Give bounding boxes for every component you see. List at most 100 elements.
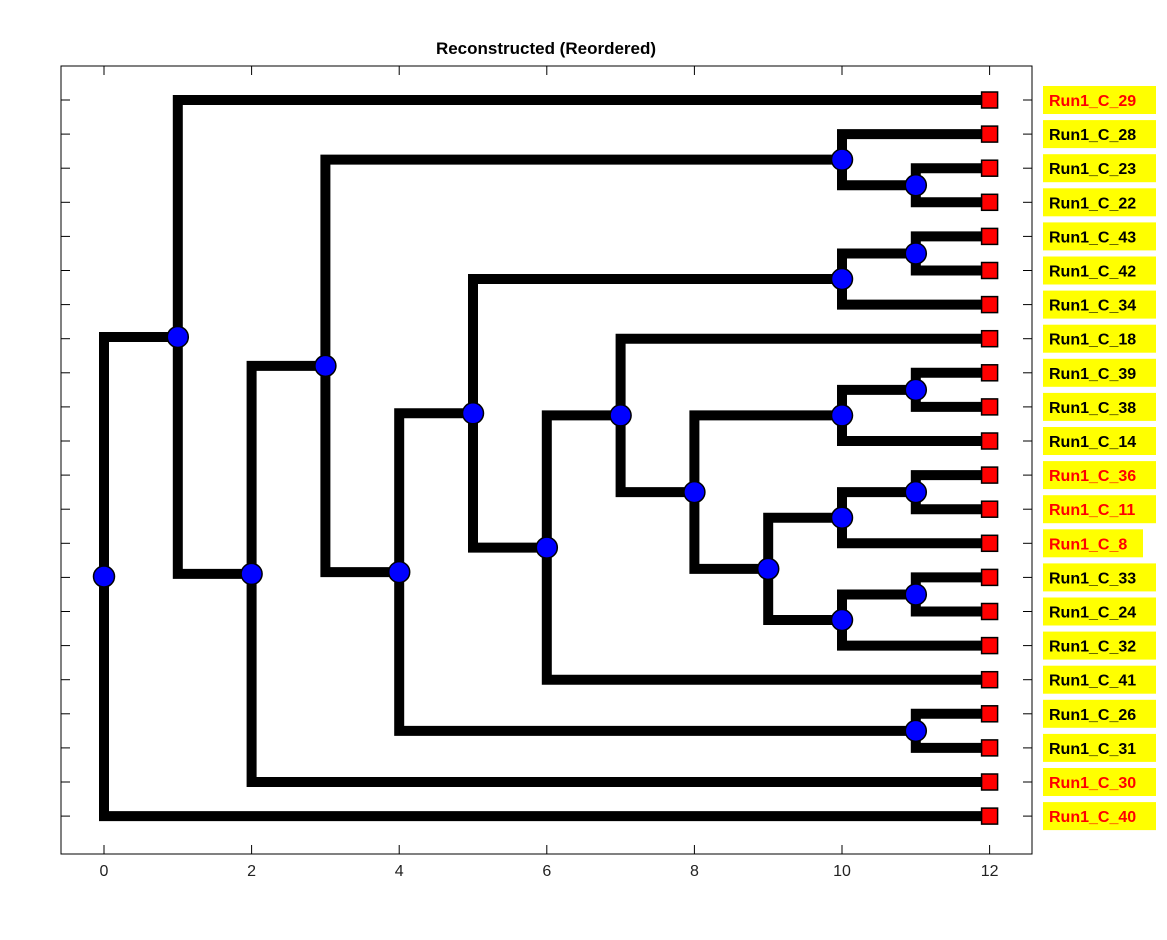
branch-edge bbox=[910, 572, 990, 595]
leaf-label: Run1_C_34 bbox=[1049, 298, 1136, 315]
leaf-marker bbox=[980, 500, 999, 518]
branch-edge bbox=[910, 185, 990, 208]
leaf-marker bbox=[980, 670, 999, 689]
branch-edge bbox=[837, 620, 990, 651]
branch-edge bbox=[910, 708, 990, 731]
leaf-label-bg bbox=[1043, 188, 1156, 217]
leaf-label: Run1_C_33 bbox=[1049, 570, 1136, 587]
branch-edge bbox=[246, 573, 990, 787]
branch-edge bbox=[910, 367, 990, 390]
x-tick-label: 4 bbox=[395, 863, 404, 880]
leaf-label: Run1_C_18 bbox=[1049, 332, 1136, 349]
leaf-marker bbox=[980, 568, 999, 587]
leaf-marker bbox=[980, 91, 999, 109]
leaf-marker bbox=[980, 534, 999, 553]
branch-edge bbox=[99, 576, 990, 822]
leaf-marker bbox=[980, 364, 999, 382]
internal-node bbox=[535, 536, 559, 559]
leaf-label-bg bbox=[1043, 802, 1156, 831]
leaf-marker bbox=[980, 636, 999, 655]
leaf-marker bbox=[980, 705, 999, 723]
internal-node bbox=[904, 174, 928, 197]
leaf-marker bbox=[980, 466, 999, 484]
branch-edge bbox=[910, 389, 990, 412]
branch-edge bbox=[172, 95, 990, 337]
branch-edge bbox=[615, 333, 990, 416]
leaf-marker bbox=[980, 398, 999, 416]
leaf-label-bg bbox=[1043, 699, 1156, 728]
leaf-label: Run1_C_42 bbox=[1049, 264, 1136, 281]
branch-edge bbox=[910, 594, 990, 617]
leaf-labels: Run1_C_29 Run1_C_28 Run1_C_23 Run1_C_22 Run1… bbox=[1043, 86, 1156, 831]
leaf-label: Run1_C_39 bbox=[1049, 366, 1136, 383]
x-tick-label: 0 bbox=[100, 863, 109, 880]
internal-node bbox=[904, 242, 928, 265]
leaf-label-bg bbox=[1043, 495, 1156, 524]
branch-edge bbox=[615, 415, 695, 498]
branch-edge bbox=[910, 492, 990, 515]
branch-edge bbox=[910, 163, 990, 186]
internal-node bbox=[461, 402, 485, 425]
branch-edge bbox=[320, 365, 400, 578]
leaf-marker bbox=[980, 602, 999, 621]
branch-edge bbox=[689, 410, 842, 493]
leaf-label-bg bbox=[1043, 631, 1156, 660]
leaf-label-bg bbox=[1043, 154, 1156, 183]
leaf-marker bbox=[980, 807, 999, 825]
internal-node bbox=[683, 480, 706, 504]
x-tick-label: 10 bbox=[833, 863, 851, 880]
leaf-label-bg bbox=[1043, 733, 1156, 762]
branch-edge bbox=[468, 413, 547, 553]
branch-edge bbox=[689, 492, 769, 574]
leaf-label: Run1_C_36 bbox=[1049, 468, 1136, 485]
leaf-marker bbox=[980, 295, 999, 314]
axis-ticks: 0 2 4 6 8 10 12 bbox=[61, 66, 1032, 880]
branch-edge bbox=[910, 730, 990, 753]
internal-node bbox=[830, 148, 854, 171]
branch-edge bbox=[837, 415, 990, 446]
x-tick-label: 6 bbox=[542, 863, 551, 880]
branch-edge bbox=[468, 274, 842, 414]
internal-node bbox=[830, 608, 854, 632]
branch-edge bbox=[246, 360, 326, 574]
leaf-label: Run1_C_23 bbox=[1049, 161, 1136, 178]
leaf-label-bg bbox=[1043, 290, 1156, 319]
leaf-label: Run1_C_14 bbox=[1049, 434, 1136, 451]
branch-edge bbox=[837, 589, 916, 621]
branch-edge bbox=[172, 336, 252, 579]
leaf-label-bg bbox=[1043, 563, 1156, 592]
internal-node bbox=[240, 562, 263, 586]
x-tick-label: 8 bbox=[690, 863, 699, 880]
branch-edge bbox=[99, 331, 178, 577]
leaf-label-bg bbox=[1043, 358, 1156, 387]
leaf-label: Run1_C_26 bbox=[1049, 707, 1136, 724]
branch-edge bbox=[910, 231, 990, 254]
x-tick-label: 12 bbox=[981, 863, 999, 880]
leaf-marker bbox=[980, 125, 999, 143]
leaf-marker bbox=[980, 329, 999, 348]
leaf-label-bg bbox=[1043, 256, 1156, 285]
branch-edge bbox=[320, 154, 842, 366]
internal-node bbox=[387, 560, 411, 584]
leaf-marker bbox=[980, 227, 999, 246]
internal-node bbox=[166, 325, 190, 349]
leaf-label: Run1_C_8 bbox=[1049, 536, 1127, 553]
internal-node bbox=[609, 404, 632, 427]
leaf-label: Run1_C_29 bbox=[1049, 93, 1136, 110]
leaf-label-bg bbox=[1043, 392, 1156, 421]
branch-edge bbox=[837, 159, 916, 191]
leaf-label-bg bbox=[1043, 120, 1156, 149]
leaf-label: Run1_C_30 bbox=[1049, 775, 1136, 792]
leaf-label: Run1_C_32 bbox=[1049, 639, 1136, 656]
leaf-label: Run1_C_28 bbox=[1049, 127, 1136, 144]
leaf-label: Run1_C_24 bbox=[1049, 605, 1136, 622]
leaf-label: Run1_C_22 bbox=[1049, 195, 1136, 212]
leaf-label: Run1_C_31 bbox=[1049, 741, 1136, 758]
leaf-label: Run1_C_43 bbox=[1049, 229, 1136, 246]
internal-node bbox=[314, 354, 337, 378]
branch-edge bbox=[763, 568, 842, 626]
leaf-marker bbox=[980, 193, 999, 212]
branch-edge bbox=[837, 279, 990, 310]
internal-node bbox=[904, 378, 928, 402]
branch-edge bbox=[910, 470, 990, 493]
